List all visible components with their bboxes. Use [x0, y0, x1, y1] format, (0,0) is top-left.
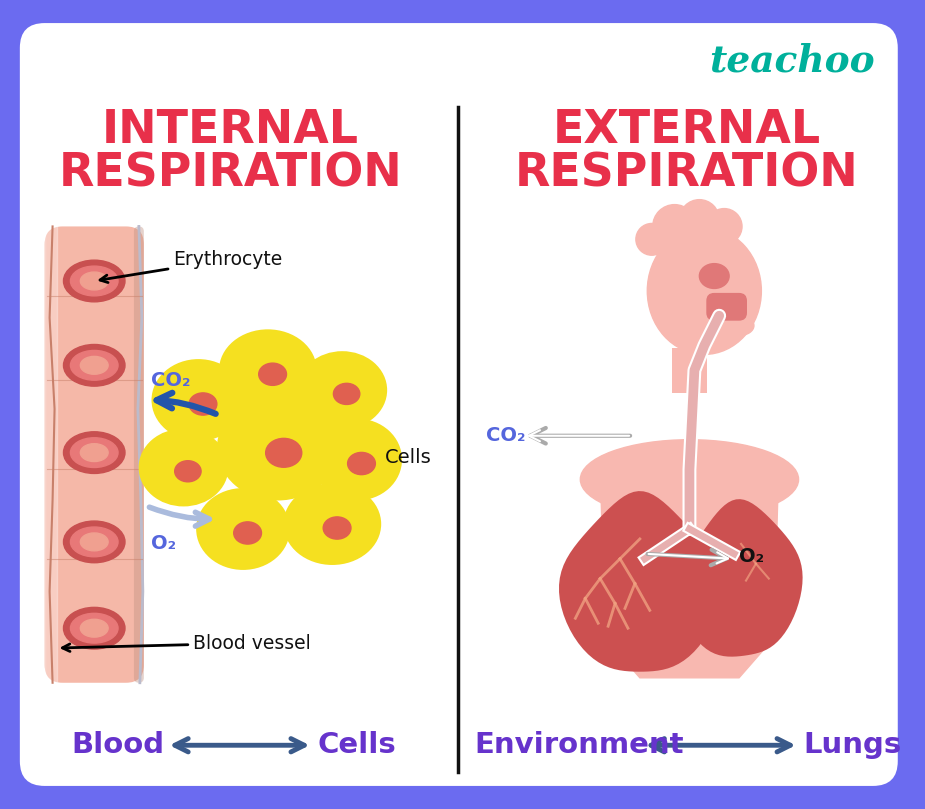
- Ellipse shape: [323, 517, 351, 539]
- Circle shape: [635, 223, 668, 255]
- Ellipse shape: [314, 420, 401, 499]
- Ellipse shape: [64, 521, 125, 563]
- Circle shape: [707, 209, 742, 244]
- Ellipse shape: [739, 278, 755, 288]
- FancyBboxPatch shape: [134, 227, 144, 683]
- Ellipse shape: [197, 489, 289, 569]
- Text: INTERNAL: INTERNAL: [102, 108, 359, 153]
- Text: RESPIRATION: RESPIRATION: [514, 151, 858, 197]
- Circle shape: [653, 205, 697, 248]
- Ellipse shape: [70, 613, 118, 643]
- Ellipse shape: [333, 383, 360, 404]
- Text: Cells: Cells: [317, 731, 396, 760]
- Text: teachoo: teachoo: [709, 42, 875, 79]
- Polygon shape: [600, 464, 779, 678]
- FancyBboxPatch shape: [707, 293, 747, 320]
- Text: Cells: Cells: [385, 448, 432, 467]
- Ellipse shape: [64, 432, 125, 473]
- Circle shape: [680, 200, 720, 239]
- FancyBboxPatch shape: [44, 227, 144, 683]
- FancyBboxPatch shape: [19, 23, 898, 786]
- Ellipse shape: [64, 345, 125, 386]
- Ellipse shape: [265, 438, 302, 468]
- Ellipse shape: [70, 438, 118, 468]
- Text: RESPIRATION: RESPIRATION: [58, 151, 402, 197]
- Ellipse shape: [175, 460, 201, 482]
- Ellipse shape: [70, 350, 118, 380]
- Text: Environment: Environment: [475, 731, 684, 760]
- Ellipse shape: [80, 533, 108, 551]
- Ellipse shape: [70, 527, 118, 557]
- Ellipse shape: [299, 353, 386, 428]
- Ellipse shape: [699, 264, 729, 289]
- Ellipse shape: [234, 522, 262, 544]
- FancyBboxPatch shape: [672, 349, 708, 393]
- Ellipse shape: [70, 266, 118, 296]
- Polygon shape: [561, 492, 720, 671]
- Text: O₂: O₂: [151, 535, 176, 553]
- Text: Blood: Blood: [71, 731, 165, 760]
- Ellipse shape: [189, 393, 216, 415]
- Ellipse shape: [580, 440, 798, 519]
- Ellipse shape: [80, 619, 108, 637]
- Ellipse shape: [724, 316, 754, 336]
- Ellipse shape: [140, 430, 228, 505]
- Ellipse shape: [648, 227, 761, 354]
- Text: EXTERNAL: EXTERNAL: [552, 108, 820, 153]
- Text: Erythrocyte: Erythrocyte: [100, 250, 283, 282]
- Ellipse shape: [64, 608, 125, 649]
- Ellipse shape: [80, 357, 108, 375]
- Ellipse shape: [220, 331, 315, 410]
- Ellipse shape: [80, 443, 108, 462]
- Text: CO₂: CO₂: [486, 426, 525, 445]
- Ellipse shape: [259, 363, 287, 385]
- Text: CO₂: CO₂: [151, 371, 191, 390]
- Ellipse shape: [80, 272, 108, 290]
- Ellipse shape: [153, 360, 244, 440]
- Text: O₂: O₂: [739, 547, 764, 566]
- Ellipse shape: [285, 485, 380, 564]
- Ellipse shape: [64, 260, 125, 302]
- Text: Lungs: Lungs: [804, 731, 902, 760]
- Text: Blood vessel: Blood vessel: [62, 633, 311, 653]
- Polygon shape: [681, 500, 802, 655]
- Ellipse shape: [218, 396, 338, 499]
- Ellipse shape: [348, 452, 376, 475]
